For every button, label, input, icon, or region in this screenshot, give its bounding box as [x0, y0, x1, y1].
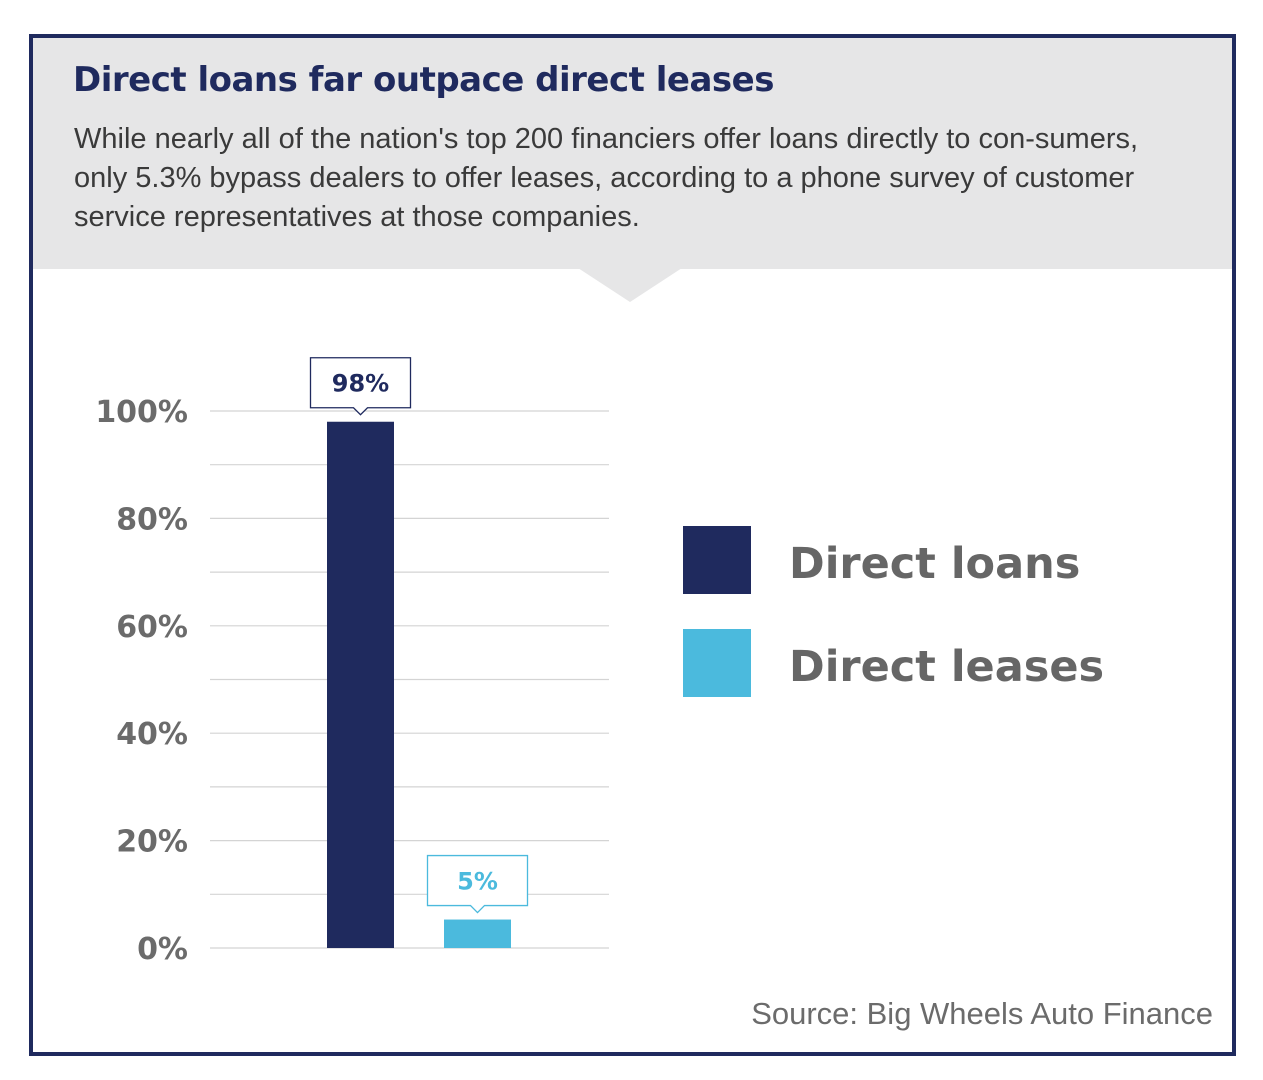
y-axis-ticks: 0% 20% 40% 60% 80% 100%: [95, 395, 188, 967]
bars: [327, 421, 511, 948]
y-tick-label: 100%: [95, 395, 188, 430]
data-labels: 98% 5%: [309, 357, 529, 914]
legend-swatch: [683, 629, 751, 697]
data-label: 5%: [457, 868, 498, 896]
source-note: Source: Big Wheels Auto Finance: [751, 996, 1213, 1031]
header-panel: Direct loans far outpace direct leases W…: [33, 38, 1232, 269]
legend: Direct loans Direct leases: [683, 526, 1104, 697]
header-pointer: [578, 268, 682, 302]
gridlines: [210, 410, 609, 949]
infographic-frame: Direct loans far outpace direct leases W…: [29, 34, 1236, 1056]
y-tick-label: 80%: [116, 502, 188, 537]
bar-direct-loans: [327, 421, 394, 948]
data-label-box: [309, 357, 412, 416]
legend-label: Direct loans: [789, 539, 1080, 589]
y-tick-label: 20%: [116, 825, 188, 860]
y-tick-label: 60%: [116, 610, 188, 645]
data-label: 98%: [332, 370, 389, 398]
data-label-box: [426, 854, 529, 914]
y-tick-label: 40%: [116, 717, 188, 752]
chart-subtitle: While nearly all of the nation's top 200…: [74, 123, 1139, 233]
legend-label: Direct leases: [789, 642, 1104, 692]
bar-direct-leases: [444, 919, 511, 948]
legend-swatch: [683, 526, 751, 594]
y-tick-label: 0%: [137, 932, 188, 967]
chart-title: Direct loans far outpace direct leases: [73, 60, 774, 100]
